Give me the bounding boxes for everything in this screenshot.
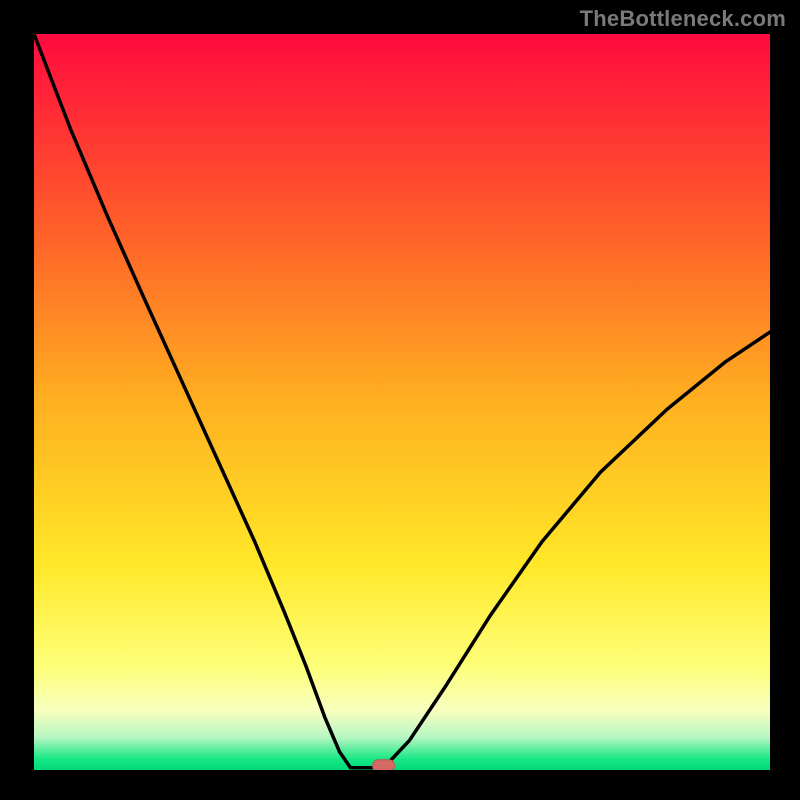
optimum-marker bbox=[373, 760, 395, 770]
bottleneck-curve-chart bbox=[34, 34, 770, 770]
gradient-background bbox=[34, 34, 770, 770]
chart-frame bbox=[34, 34, 770, 770]
watermark-text: TheBottleneck.com bbox=[580, 6, 786, 32]
